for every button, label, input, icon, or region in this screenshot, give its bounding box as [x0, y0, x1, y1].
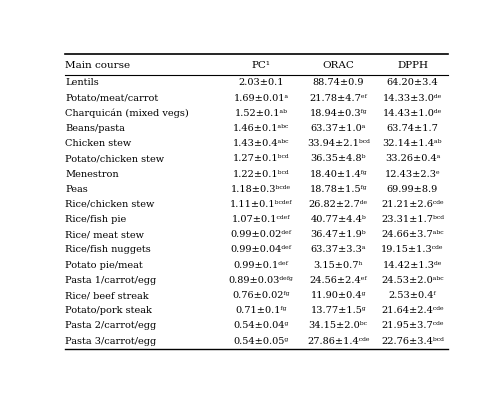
Text: Pasta 1/carrot/egg: Pasta 1/carrot/egg [65, 276, 156, 285]
Text: Rice/fish nuggets: Rice/fish nuggets [65, 246, 151, 254]
Text: 12.43±2.3ᵉ: 12.43±2.3ᵉ [384, 170, 440, 179]
Text: 21.64±2.4ᶜᵈᵉ: 21.64±2.4ᶜᵈᵉ [381, 306, 444, 315]
Text: 64.20±3.4: 64.20±3.4 [386, 78, 438, 88]
Text: 24.53±2.0ᵃᵇᶜ: 24.53±2.0ᵃᵇᶜ [381, 276, 444, 285]
Text: 26.82±2.7ᵈᵉ: 26.82±2.7ᵈᵉ [309, 200, 368, 209]
Text: 1.46±0.1ᵃᵇᶜ: 1.46±0.1ᵃᵇᶜ [233, 124, 289, 133]
Text: 36.47±1.9ᵇ: 36.47±1.9ᵇ [310, 230, 366, 239]
Text: Rice/chicken stew: Rice/chicken stew [65, 200, 155, 209]
Text: Peas: Peas [65, 185, 88, 194]
Text: Lentils: Lentils [65, 78, 99, 88]
Text: 1.43±0.4ᵃᵇᶜ: 1.43±0.4ᵃᵇᶜ [233, 139, 289, 148]
Text: 22.76±3.4ᵇᶜᵈ: 22.76±3.4ᵇᶜᵈ [381, 337, 444, 345]
Text: 1.52±0.1ᵃᵇ: 1.52±0.1ᵃᵇ [235, 109, 287, 118]
Text: Potato/pork steak: Potato/pork steak [65, 306, 152, 315]
Text: 1.69±0.01ᵃ: 1.69±0.01ᵃ [234, 94, 288, 103]
Text: 40.77±4.4ᵇ: 40.77±4.4ᵇ [310, 215, 366, 224]
Text: 23.31±1.7ᵇᶜᵈ: 23.31±1.7ᵇᶜᵈ [381, 215, 444, 224]
Text: 0.99±0.02ᵈᵉᶠ: 0.99±0.02ᵈᵉᶠ [231, 230, 291, 239]
Text: Potato pie/meat: Potato pie/meat [65, 261, 143, 270]
Text: Potato/chicken stew: Potato/chicken stew [65, 154, 164, 163]
Text: 33.26±0.4ᵃ: 33.26±0.4ᵃ [385, 154, 440, 163]
Text: 63.37±1.0ᵃ: 63.37±1.0ᵃ [311, 124, 366, 133]
Text: 24.66±3.7ᵃᵇᶜ: 24.66±3.7ᵃᵇᶜ [381, 230, 444, 239]
Text: 32.14±1.4ᵃᵇ: 32.14±1.4ᵃᵇ [383, 139, 442, 148]
Text: 88.74±0.9: 88.74±0.9 [312, 78, 364, 88]
Text: 18.78±1.5ᶠᵍ: 18.78±1.5ᶠᵍ [309, 185, 367, 194]
Text: 11.90±0.4ᵍ: 11.90±0.4ᵍ [311, 291, 366, 300]
Text: 18.94±0.3ᶠᵍ: 18.94±0.3ᶠᵍ [309, 109, 367, 118]
Text: DPPH: DPPH [397, 61, 428, 70]
Text: 1.22±0.1ᵇᶜᵈ: 1.22±0.1ᵇᶜᵈ [233, 170, 289, 179]
Text: 21.95±3.7ᶜᵈᵉ: 21.95±3.7ᶜᵈᵉ [381, 322, 444, 330]
Text: 13.77±1.5ᵍ: 13.77±1.5ᵍ [310, 306, 366, 315]
Text: 21.78±4.7ᵉᶠ: 21.78±4.7ᵉᶠ [309, 94, 367, 103]
Text: Rice/ beef streak: Rice/ beef streak [65, 291, 149, 300]
Text: Main course: Main course [65, 61, 130, 70]
Text: Chicken stew: Chicken stew [65, 139, 131, 148]
Text: 19.15±1.3ᶜᵈᵉ: 19.15±1.3ᶜᵈᵉ [381, 246, 444, 254]
Text: 0.99±0.1ᵈᵉᶠ: 0.99±0.1ᵈᵉᶠ [234, 261, 288, 270]
Text: 63.37±3.3ᵃ: 63.37±3.3ᵃ [310, 246, 366, 254]
Text: Pasta 2/carrot/egg: Pasta 2/carrot/egg [65, 322, 156, 330]
Text: 24.56±2.4ᵉᶠ: 24.56±2.4ᵉᶠ [309, 276, 367, 285]
Text: 2.03±0.1: 2.03±0.1 [238, 78, 284, 88]
Text: 3.15±0.7ʰ: 3.15±0.7ʰ [313, 261, 363, 270]
Text: Rice/fish pie: Rice/fish pie [65, 215, 126, 224]
Text: 1.07±0.1ᶜᵈᵉᶠ: 1.07±0.1ᶜᵈᵉᶠ [232, 215, 290, 224]
Text: Pasta 3/carrot/egg: Pasta 3/carrot/egg [65, 337, 156, 345]
Text: PC¹: PC¹ [251, 61, 270, 70]
Text: 18.40±1.4ᶠᵍ: 18.40±1.4ᶠᵍ [309, 170, 367, 179]
Text: 14.42±1.3ᵈᵉ: 14.42±1.3ᵈᵉ [383, 261, 442, 270]
Text: Potato/meat/carrot: Potato/meat/carrot [65, 94, 158, 103]
Text: 21.21±2.6ᶜᵈᵉ: 21.21±2.6ᶜᵈᵉ [381, 200, 444, 209]
Text: Menestron: Menestron [65, 170, 119, 179]
Text: 63.74±1.7: 63.74±1.7 [386, 124, 438, 133]
Text: 33.94±2.1ᵇᶜᵈ: 33.94±2.1ᵇᶜᵈ [307, 139, 370, 148]
Text: 14.33±3.0ᵈᵉ: 14.33±3.0ᵈᵉ [383, 94, 442, 103]
Text: 36.35±4.8ᵇ: 36.35±4.8ᵇ [310, 154, 366, 163]
Text: 0.89±0.03ᵈᵉᶠᵍ: 0.89±0.03ᵈᵉᶠᵍ [229, 276, 293, 285]
Text: Charquicán (mixed vegs): Charquicán (mixed vegs) [65, 109, 189, 118]
Text: 2.53±0.4ᶠ: 2.53±0.4ᶠ [388, 291, 436, 300]
Text: ORAC: ORAC [322, 61, 354, 70]
Text: 69.99±8.9: 69.99±8.9 [387, 185, 438, 194]
Text: Beans/pasta: Beans/pasta [65, 124, 125, 133]
Text: 0.54±0.04ᵍ: 0.54±0.04ᵍ [234, 322, 289, 330]
Text: 1.11±0.1ᵇᶜᵈᵉᶠ: 1.11±0.1ᵇᶜᵈᵉᶠ [230, 200, 292, 209]
Text: 0.71±0.1ᶠᵍ: 0.71±0.1ᶠᵍ [236, 306, 287, 315]
Text: 1.27±0.1ᵇᶜᵈ: 1.27±0.1ᵇᶜᵈ [233, 154, 289, 163]
Text: 34.15±2.0ᵇᶜ: 34.15±2.0ᵇᶜ [309, 322, 368, 330]
Text: Rice/ meat stew: Rice/ meat stew [65, 230, 144, 239]
Text: 0.76±0.02ᶠᵍ: 0.76±0.02ᶠᵍ [233, 291, 290, 300]
Text: 0.54±0.05ᵍ: 0.54±0.05ᵍ [234, 337, 288, 345]
Text: 27.86±1.4ᶜᵈᵉ: 27.86±1.4ᶜᵈᵉ [307, 337, 370, 345]
Text: 0.99±0.04ᵈᵉᶠ: 0.99±0.04ᵈᵉᶠ [231, 246, 291, 254]
Text: 1.18±0.3ᵇᶜᵈᵉ: 1.18±0.3ᵇᶜᵈᵉ [231, 185, 291, 194]
Text: 14.43±1.0ᵈᵉ: 14.43±1.0ᵈᵉ [383, 109, 442, 118]
